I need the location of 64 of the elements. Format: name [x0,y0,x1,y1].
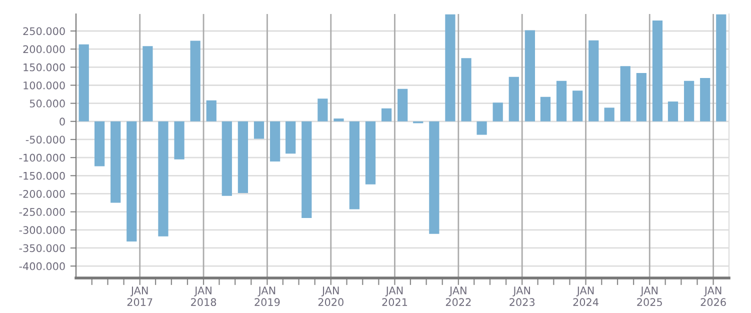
bar [445,14,456,122]
bar [461,58,472,122]
bar [158,121,168,236]
bar [222,121,232,196]
y-tick-label: -50.000 [26,136,65,144]
bar [476,121,487,135]
bar [604,108,614,122]
bar [365,121,376,184]
y-tick-label: 150.000 [24,63,65,72]
bar [700,78,710,122]
bar [398,88,408,122]
bar [206,100,216,122]
bar [190,40,200,122]
y-tick-label: 0 [60,118,65,126]
bar [254,121,264,139]
y-tick-label: -300.000 [19,226,65,234]
bar [318,98,328,122]
y-tick-label: 250.000 [23,27,65,36]
bar [492,102,503,122]
bar [652,20,663,122]
y-tick-label: -400.000 [19,262,65,270]
bar [684,80,694,122]
bar [429,121,440,234]
x-tick-label: JAN 2018 [191,286,216,306]
bar [302,121,312,218]
x-tick-label: JAN 2020 [318,286,344,306]
bar [349,121,360,210]
y-tick-label: 50.000 [30,100,65,108]
bar [238,121,248,194]
bar [668,102,678,122]
bar [94,121,105,166]
bar [110,121,121,203]
bar [540,96,551,122]
y-tick-label: 100.000 [24,81,65,90]
bar [334,118,344,122]
y-tick-label: -100.000 [19,154,65,162]
bar [286,121,296,154]
bar [508,76,519,122]
bar [620,66,630,122]
y-tick-label: -250.000 [19,208,65,216]
bar [636,72,646,122]
y-tick-label: -200.000 [19,190,65,198]
bar [716,14,726,122]
bar [524,30,535,122]
bar [126,121,137,242]
x-tick-label: JAN 2023 [510,286,535,306]
bar [556,80,567,122]
bar [78,44,89,122]
y-tick-label: -150.000 [19,172,65,180]
x-tick-label: JAN 2025 [637,286,662,306]
bar [142,46,153,122]
y-tick-label: -350.000 [19,244,65,252]
bar [174,121,184,160]
bar [270,121,280,162]
x-tick-label: JAN 2019 [254,286,280,306]
x-tick-label: JAN 2026 [700,286,726,306]
x-tick-label: JAN 2021 [382,286,408,306]
x-tick-label: JAN 2022 [446,286,471,306]
bar [588,40,599,122]
bar [381,108,392,122]
bar [572,90,583,122]
x-tick-label: JAN 2024 [573,286,598,306]
y-tick-label: 200.000 [23,45,65,54]
x-tick-label: JAN 2017 [127,286,152,306]
